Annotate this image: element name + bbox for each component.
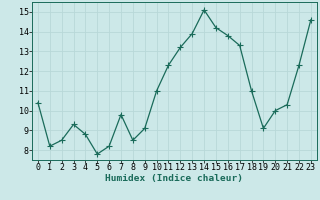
X-axis label: Humidex (Indice chaleur): Humidex (Indice chaleur) <box>105 174 244 183</box>
